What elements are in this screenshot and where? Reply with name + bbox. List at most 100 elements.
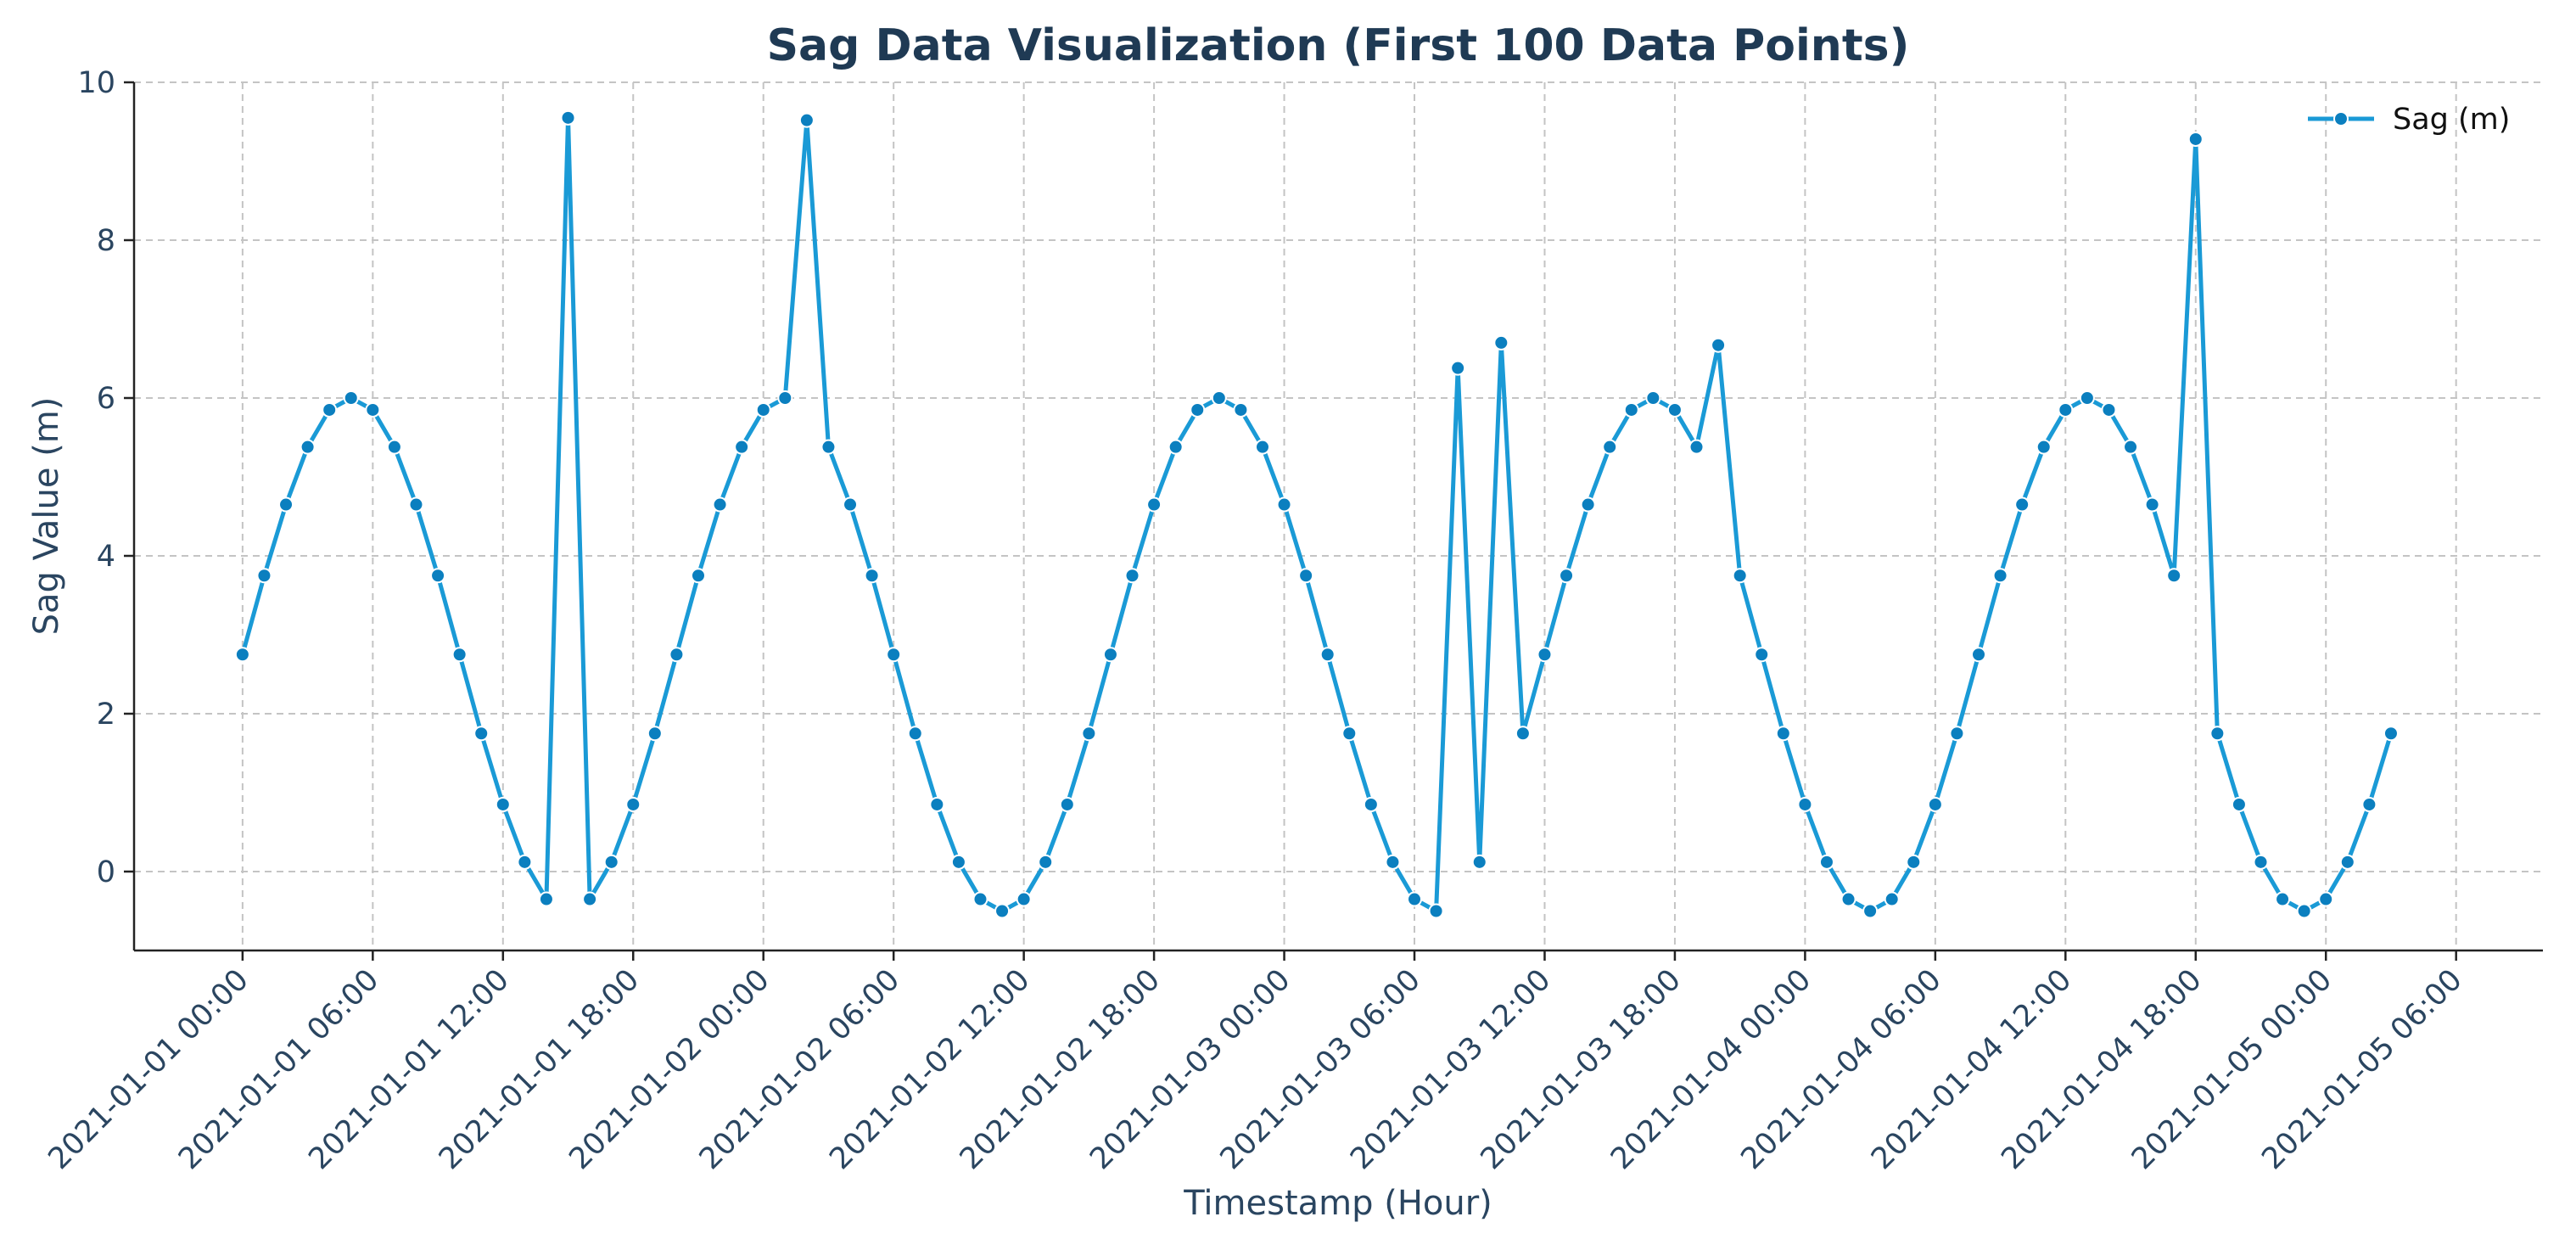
data-point	[1645, 390, 1661, 406]
data-point	[1319, 647, 1336, 663]
data-point	[495, 796, 511, 812]
data-point	[1971, 647, 1987, 663]
data-point	[2209, 726, 2226, 742]
data-point	[1038, 854, 1054, 870]
x-axis-label: Timestamp (Hour)	[1183, 1184, 1492, 1223]
data-point	[2275, 891, 2291, 907]
data-point	[1688, 439, 1705, 455]
data-point	[1602, 439, 1618, 455]
data-point	[1428, 903, 1444, 919]
data-point	[1818, 854, 1834, 870]
data-point	[712, 496, 728, 513]
data-point	[647, 726, 663, 742]
data-point	[343, 390, 359, 406]
data-point	[1775, 726, 1791, 742]
data-point	[755, 401, 771, 418]
data-point	[2361, 796, 2377, 812]
data-point	[517, 854, 533, 870]
data-point	[2101, 401, 2117, 418]
data-point	[886, 647, 902, 663]
data-point	[560, 109, 576, 126]
data-point	[538, 891, 554, 907]
data-point	[929, 796, 945, 812]
data-point	[322, 401, 338, 418]
data-point	[2079, 390, 2095, 406]
y-tick-label: 2	[97, 698, 115, 732]
data-point	[1450, 360, 1466, 376]
data-point	[1906, 854, 1922, 870]
y-tick-label: 4	[97, 540, 115, 574]
data-point	[1407, 891, 1423, 907]
data-point	[2014, 496, 2030, 513]
data-point	[950, 854, 966, 870]
data-point	[2339, 854, 2355, 870]
legend-label-sag: Sag (m)	[2393, 103, 2510, 137]
data-point	[1124, 568, 1140, 584]
data-point	[278, 496, 294, 513]
series-line	[240, 115, 2394, 913]
data-point	[972, 891, 988, 907]
data-point	[386, 439, 402, 455]
data-point	[2383, 726, 2399, 742]
data-point	[1623, 401, 1639, 418]
data-point	[1211, 390, 1227, 406]
data-point	[1493, 334, 1509, 350]
data-point	[2123, 439, 2139, 455]
data-point	[1233, 401, 1249, 418]
data-point	[2036, 439, 2052, 455]
data-point	[1363, 796, 1379, 812]
data-point	[1254, 439, 1270, 455]
data-point	[1341, 726, 1358, 742]
data-point	[1081, 726, 1097, 742]
chart-title: Sag Data Visualization (First 100 Data P…	[767, 20, 1910, 71]
gridlines	[134, 81, 2543, 950]
data-point	[2231, 796, 2247, 812]
data-point	[1666, 401, 1683, 418]
data-point	[582, 891, 598, 907]
data-point	[451, 647, 468, 663]
data-point	[256, 568, 272, 584]
data-point	[907, 726, 923, 742]
data-point	[1797, 796, 1813, 812]
data-point	[2058, 401, 2074, 418]
data-point	[820, 439, 837, 455]
data-point	[625, 796, 641, 812]
y-axis-label: Sag Value (m)	[27, 397, 66, 636]
data-point	[2253, 854, 2269, 870]
data-point	[1168, 439, 1184, 455]
data-point	[1862, 903, 1879, 919]
data-point	[1016, 891, 1032, 907]
data-point	[430, 568, 446, 584]
data-point	[1754, 647, 1770, 663]
data-point	[1515, 726, 1531, 742]
data-point	[234, 647, 250, 663]
data-point	[798, 112, 815, 128]
data-point	[734, 439, 750, 455]
data-point	[669, 647, 685, 663]
data-point	[1927, 796, 1943, 812]
data-point	[2187, 131, 2204, 147]
data-point	[1059, 796, 1075, 812]
data-point	[1146, 496, 1162, 513]
data-point	[864, 568, 880, 584]
data-point	[1102, 647, 1118, 663]
data-point	[1884, 891, 1900, 907]
legend: Sag (m)	[2308, 103, 2510, 137]
data-point	[690, 568, 706, 584]
legend-marker-swatch	[2333, 111, 2349, 126]
data-point	[1580, 496, 1596, 513]
data-point	[2166, 568, 2182, 584]
data-point	[1471, 854, 1487, 870]
y-tick-label: 8	[97, 224, 115, 258]
data-point	[603, 854, 619, 870]
data-point	[1559, 568, 1575, 584]
data-point	[365, 401, 381, 418]
data-point	[2296, 903, 2312, 919]
data-point	[473, 726, 490, 742]
data-point	[300, 439, 316, 455]
data-point	[994, 903, 1011, 919]
data-point	[1190, 401, 1206, 418]
data-point	[1537, 647, 1553, 663]
